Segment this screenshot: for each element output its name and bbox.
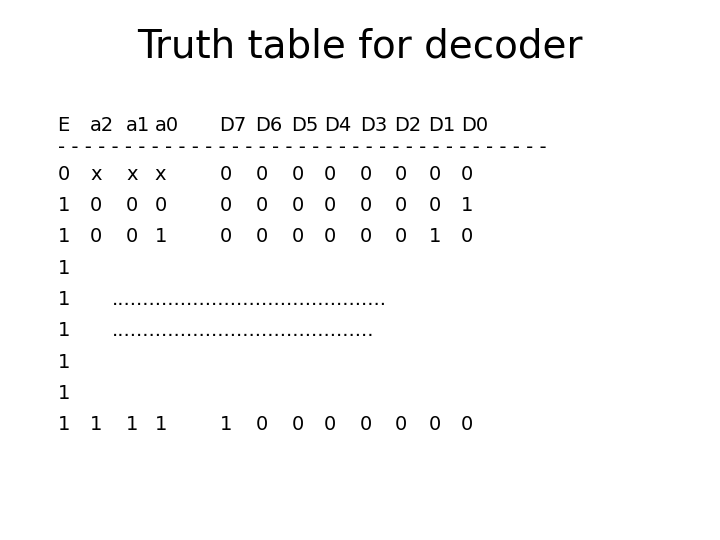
Text: 0: 0 — [360, 196, 372, 215]
Text: D0: D0 — [461, 116, 488, 135]
Text: 0: 0 — [256, 165, 268, 184]
Text: D4: D4 — [324, 116, 351, 135]
Text: 0: 0 — [126, 227, 138, 246]
Text: 1: 1 — [155, 227, 167, 246]
Text: 0: 0 — [220, 165, 232, 184]
Text: 0: 0 — [90, 227, 102, 246]
Text: 1: 1 — [58, 353, 70, 372]
Text: ............................................: ........................................… — [112, 290, 387, 309]
Text: x: x — [126, 165, 138, 184]
Text: 0: 0 — [324, 165, 336, 184]
Text: 1: 1 — [58, 259, 70, 278]
Text: E: E — [58, 116, 70, 135]
Text: 0: 0 — [90, 196, 102, 215]
Text: 1: 1 — [58, 415, 70, 434]
Text: 1: 1 — [58, 227, 70, 246]
Text: 1: 1 — [155, 415, 167, 434]
Text: a1: a1 — [126, 116, 150, 135]
Text: a2: a2 — [90, 116, 114, 135]
Text: 0: 0 — [461, 227, 473, 246]
Text: 0: 0 — [256, 227, 268, 246]
Text: x: x — [90, 165, 102, 184]
Text: 1: 1 — [58, 196, 70, 215]
Text: 0: 0 — [360, 165, 372, 184]
Text: 0: 0 — [324, 227, 336, 246]
Text: 0: 0 — [292, 227, 304, 246]
Text: 0: 0 — [155, 196, 167, 215]
Text: Truth table for decoder: Truth table for decoder — [138, 27, 582, 65]
Text: 0: 0 — [461, 165, 473, 184]
Text: 1: 1 — [461, 196, 473, 215]
Text: D1: D1 — [428, 116, 456, 135]
Text: 0: 0 — [256, 196, 268, 215]
Text: 0: 0 — [360, 227, 372, 246]
Text: 0: 0 — [324, 196, 336, 215]
Text: 1: 1 — [220, 415, 232, 434]
Text: D3: D3 — [360, 116, 387, 135]
Text: 0: 0 — [395, 415, 407, 434]
Text: 0: 0 — [428, 165, 441, 184]
Text: 1: 1 — [58, 290, 70, 309]
Text: 0: 0 — [324, 415, 336, 434]
Text: 0: 0 — [461, 415, 473, 434]
Text: 1: 1 — [428, 227, 441, 246]
Text: 0: 0 — [126, 196, 138, 215]
Text: 0: 0 — [220, 227, 232, 246]
Text: 0: 0 — [292, 165, 304, 184]
Text: 0: 0 — [256, 415, 268, 434]
Text: 0: 0 — [292, 196, 304, 215]
Text: 0: 0 — [58, 165, 70, 184]
Text: 1: 1 — [90, 415, 102, 434]
Text: D5: D5 — [292, 116, 319, 135]
Text: D7: D7 — [220, 116, 247, 135]
Text: 0: 0 — [292, 415, 304, 434]
Text: - - - - - - - - - - - - - - - - - - - - - - - - - - - - - - - - - - - - -: - - - - - - - - - - - - - - - - - - - - … — [58, 138, 546, 157]
Text: D2: D2 — [395, 116, 422, 135]
Text: 0: 0 — [428, 196, 441, 215]
Text: 0: 0 — [395, 227, 407, 246]
Text: D6: D6 — [256, 116, 283, 135]
Text: 0: 0 — [395, 165, 407, 184]
Text: ..........................................: ........................................… — [112, 321, 374, 340]
Text: 1: 1 — [58, 384, 70, 403]
Text: 1: 1 — [126, 415, 138, 434]
Text: 0: 0 — [428, 415, 441, 434]
Text: 0: 0 — [360, 415, 372, 434]
Text: 0: 0 — [395, 196, 407, 215]
Text: a0: a0 — [155, 116, 179, 135]
Text: x: x — [155, 165, 166, 184]
Text: 0: 0 — [220, 196, 232, 215]
Text: 1: 1 — [58, 321, 70, 340]
